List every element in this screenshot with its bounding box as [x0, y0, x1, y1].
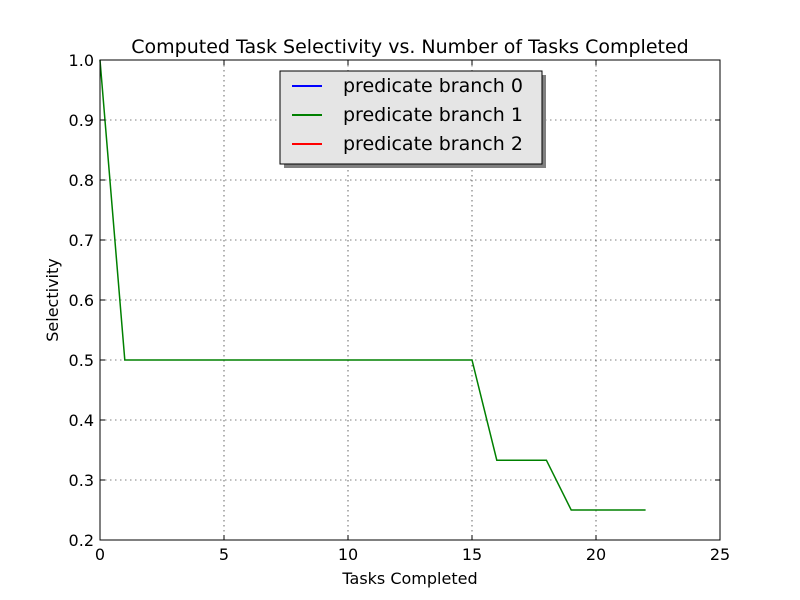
x-axis-label: Tasks Completed [341, 569, 477, 588]
axis-ticks [99, 59, 721, 541]
legend-box [279, 70, 543, 165]
legend-label-1: predicate branch 1 [343, 104, 523, 126]
y-tick-label: 1.0 [69, 51, 94, 70]
x-tick-label: 20 [586, 545, 606, 564]
y-tick-label: 0.3 [69, 471, 94, 490]
chart-title: Computed Task Selectivity vs. Number of … [131, 36, 688, 58]
y-tick-label: 0.5 [69, 351, 94, 370]
y-axis-label: Selectivity [43, 258, 62, 341]
y-tick-label: 0.6 [69, 291, 94, 310]
x-tick-label: 10 [338, 545, 358, 564]
legend-label-2: predicate branch 2 [343, 133, 523, 155]
y-tick-label: 0.8 [69, 171, 94, 190]
legend: predicate branch 0 predicate branch 1 pred… [279, 70, 546, 168]
y-tick-label: 0.2 [69, 531, 94, 550]
x-tick-label: 25 [710, 545, 730, 564]
y-tick-label: 0.9 [69, 111, 94, 130]
y-tick-label: 0.4 [69, 411, 94, 430]
tick-labels: 0 5 10 15 20 25 0.2 0.3 0.4 0.5 0.6 0.7 0.8 0.9 1.0 [69, 51, 731, 564]
x-tick-label: 0 [95, 545, 105, 564]
x-tick-label: 15 [462, 545, 482, 564]
series-lines [99, 59, 646, 511]
x-tick-label: 5 [219, 545, 229, 564]
legend-label-0: predicate branch 0 [343, 75, 523, 97]
series-line-1 [99, 59, 646, 511]
y-tick-label: 0.7 [69, 231, 94, 250]
